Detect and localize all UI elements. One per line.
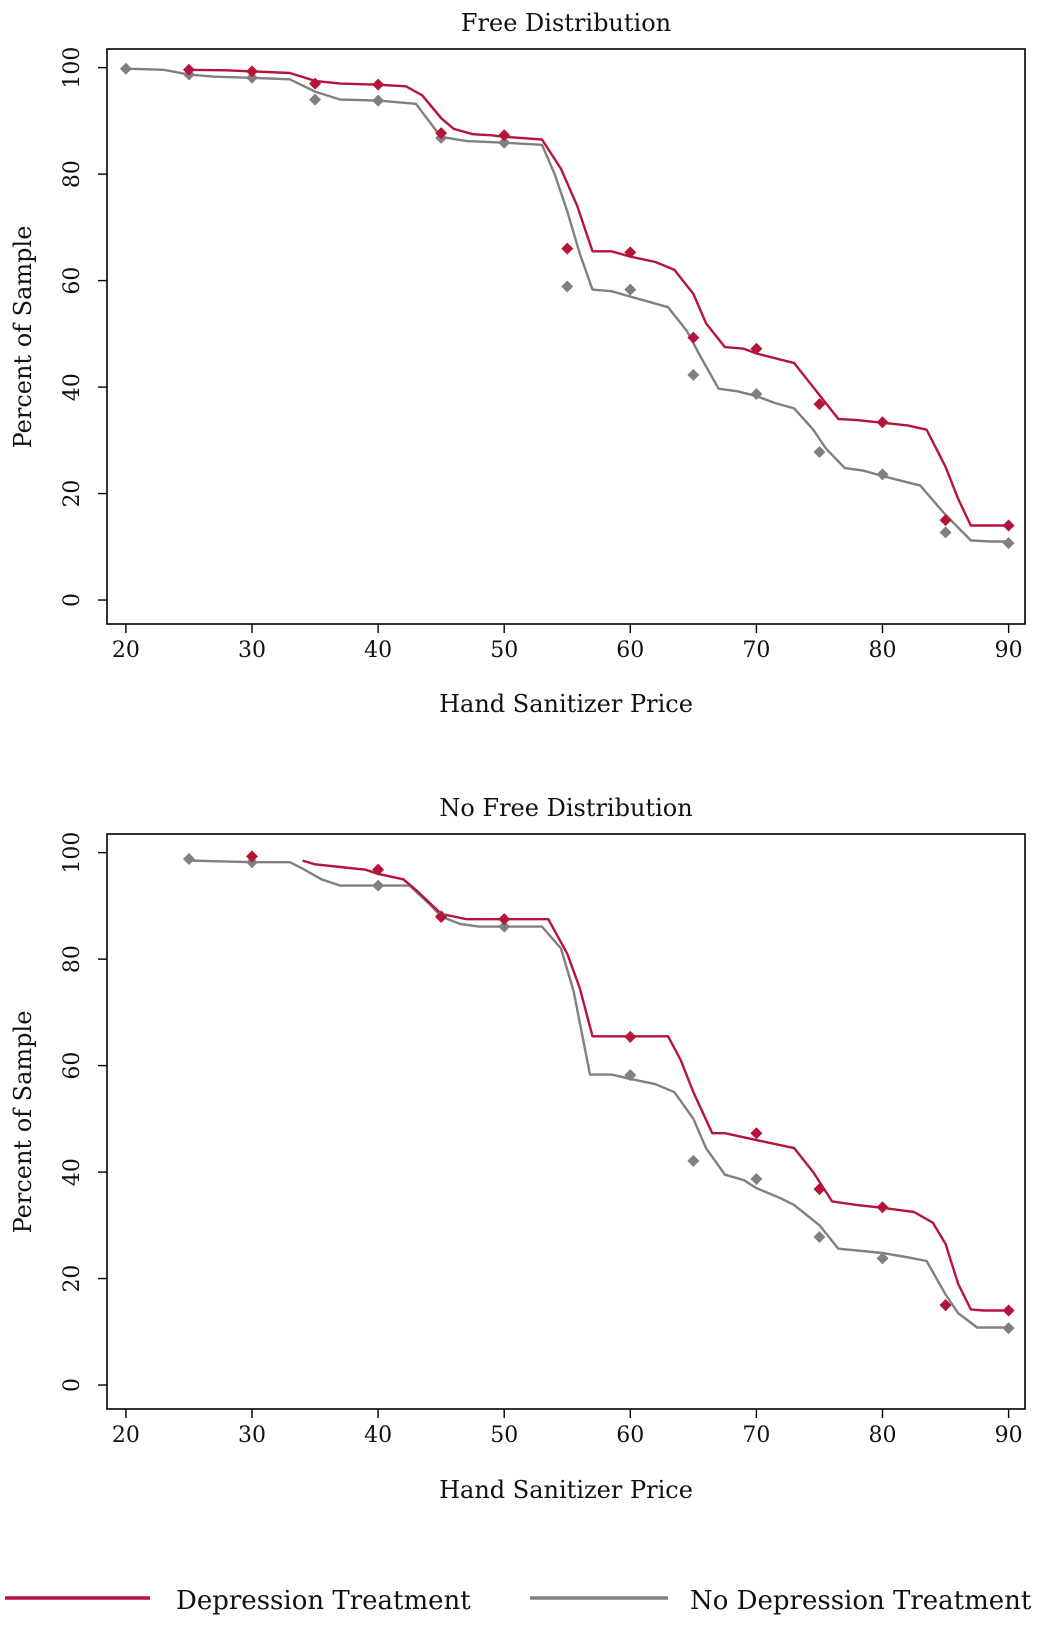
data-point-no-depression (498, 920, 511, 933)
data-point-depression (498, 129, 511, 142)
data-point-depression (435, 911, 448, 924)
x-tick-label: 30 (238, 1423, 266, 1448)
data-point-depression (246, 850, 259, 863)
data-point-no-depression (561, 280, 574, 293)
y-axis-label: Percent of Sample (9, 1011, 37, 1234)
data-point-depression (750, 1127, 763, 1140)
data-point-no-depression (687, 1154, 700, 1167)
data-point-depression (876, 1201, 889, 1214)
data-point-depression (309, 77, 322, 90)
data-point-no-depression (876, 1252, 889, 1265)
chart-title: No Free Distribution (439, 794, 692, 822)
x-tick-label: 60 (616, 638, 644, 663)
x-tick-label: 50 (490, 1423, 518, 1448)
series-points (182, 850, 1015, 1335)
data-point-depression (246, 65, 259, 78)
series-points (119, 62, 1015, 550)
data-point-depression (624, 246, 637, 259)
data-point-depression (687, 331, 700, 344)
x-axis-label: Hand Sanitizer Price (439, 1476, 693, 1504)
x-tick-label: 90 (995, 638, 1023, 663)
data-point-no-depression (876, 468, 889, 481)
x-tick-label: 20 (112, 638, 140, 663)
data-point-depression (876, 416, 889, 429)
y-tick-label: 60 (60, 267, 85, 295)
chart-panel-no-free-distribution: No Free Distribution Percent of Sample H… (9, 794, 1026, 1504)
series-line-no-depression (125, 67, 1009, 543)
data-point-depression (813, 1183, 826, 1196)
data-point-no-depression (246, 71, 259, 84)
data-point-no-depression (372, 94, 385, 107)
axis-ticks: 20 30 40 50 60 70 80 90 0 20 40 60 80 100 (60, 832, 1023, 1448)
x-tick-label: 20 (112, 1423, 140, 1448)
data-point-no-depression (119, 62, 132, 75)
series-lines (125, 67, 1009, 543)
x-tick-label: 90 (995, 1423, 1023, 1448)
data-point-depression (372, 78, 385, 91)
y-tick-label: 100 (60, 832, 85, 874)
y-tick-label: 40 (60, 1158, 85, 1186)
data-point-no-depression (182, 853, 195, 866)
data-point-no-depression (1002, 1322, 1015, 1335)
data-point-no-depression (309, 93, 322, 106)
y-tick-label: 20 (60, 480, 85, 508)
legend-label-no-depression: No Depression Treatment (690, 1586, 1032, 1616)
y-tick-label: 0 (60, 1378, 85, 1392)
y-tick-label: 60 (60, 1052, 85, 1080)
x-tick-label: 40 (364, 638, 392, 663)
series-line-depression (188, 68, 1009, 527)
data-point-no-depression (1002, 537, 1015, 550)
data-point-depression (1002, 1304, 1015, 1317)
y-tick-label: 80 (60, 160, 85, 188)
y-axis-label: Percent of Sample (9, 226, 37, 449)
data-point-no-depression (624, 1069, 637, 1082)
data-point-depression (939, 1299, 952, 1312)
data-point-no-depression (750, 388, 763, 400)
data-point-no-depression (372, 879, 385, 892)
data-point-no-depression (813, 1231, 826, 1244)
y-tick-label: 20 (60, 1265, 85, 1293)
data-point-no-depression (813, 446, 826, 459)
x-axis-label: Hand Sanitizer Price (439, 690, 693, 718)
x-tick-label: 70 (742, 1423, 770, 1448)
data-point-depression (939, 514, 952, 527)
x-tick-label: 60 (616, 1423, 644, 1448)
axis-ticks: 20 30 40 50 60 70 80 90 0 20 40 60 80 100 (60, 47, 1023, 663)
data-point-depression (182, 63, 195, 76)
plot-frame (106, 48, 1026, 625)
x-tick-label: 80 (869, 638, 897, 663)
chart-title: Free Distribution (461, 9, 671, 37)
data-point-no-depression (939, 526, 952, 539)
plot-frame (106, 833, 1026, 1410)
series-line-depression (302, 859, 1009, 1312)
x-tick-label: 40 (364, 1423, 392, 1448)
data-point-depression (750, 342, 763, 355)
data-point-depression (813, 398, 826, 411)
x-tick-label: 80 (869, 1423, 897, 1448)
chart-panel-free-distribution: Free Distribution Percent of Sample Hand… (9, 9, 1026, 718)
data-point-depression (561, 242, 574, 255)
data-point-depression (435, 127, 448, 140)
data-point-depression (624, 1030, 637, 1043)
y-tick-label: 100 (60, 47, 85, 89)
x-tick-label: 70 (742, 638, 770, 663)
legend-label-depression: Depression Treatment (176, 1586, 471, 1616)
data-point-depression (372, 863, 385, 876)
y-tick-label: 0 (60, 593, 85, 607)
data-point-depression (1002, 519, 1015, 532)
data-point-depression (498, 913, 511, 926)
data-point-no-depression (750, 1173, 763, 1185)
data-point-no-depression (624, 283, 637, 296)
y-tick-label: 40 (60, 373, 85, 401)
data-point-no-depression (498, 136, 511, 149)
legend: Depression Treatment No Depression Treat… (5, 1586, 1032, 1616)
x-tick-label: 50 (490, 638, 518, 663)
y-tick-label: 80 (60, 945, 85, 973)
data-point-no-depression (687, 368, 700, 381)
x-tick-label: 30 (238, 638, 266, 663)
